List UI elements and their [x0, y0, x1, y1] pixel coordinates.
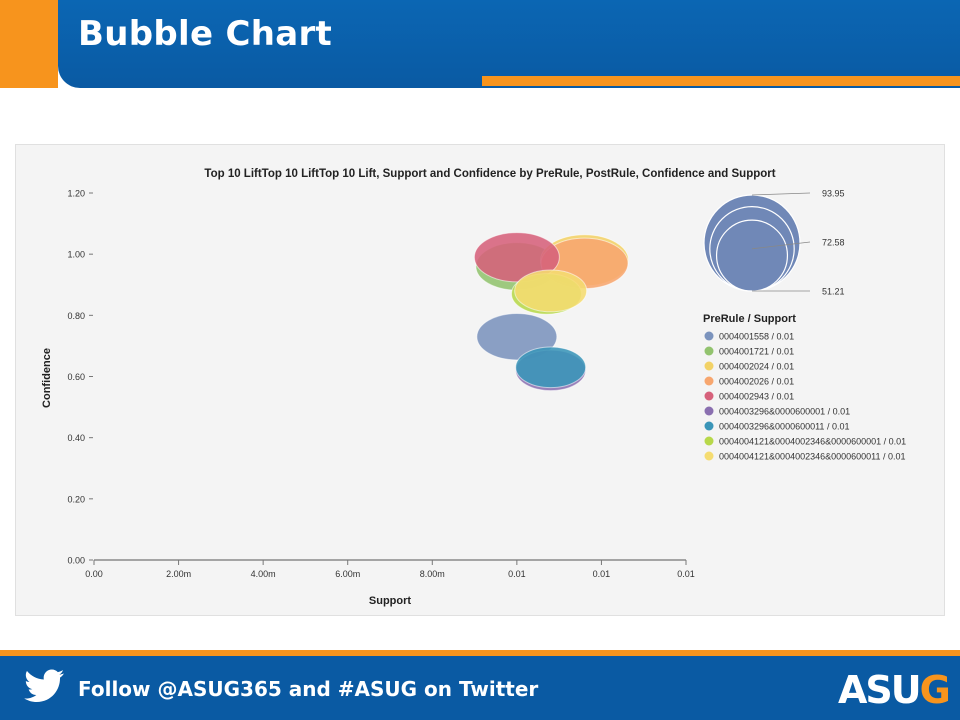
x-tick-label: 0.00	[85, 569, 103, 579]
legend-swatch	[704, 376, 714, 386]
legend-item-label[interactable]: 0004003296&0000600001 / 0.01	[719, 407, 850, 417]
twitter-bird-icon	[24, 669, 64, 702]
legend-swatch	[704, 406, 714, 416]
size-legend-label: 51.21	[822, 287, 845, 297]
x-tick-label: 6.00m	[335, 569, 360, 579]
legend-item-label[interactable]: 0004002024 / 0.01	[719, 362, 794, 372]
legend-item-label[interactable]: 0004001558 / 0.01	[719, 332, 794, 342]
size-legend-circle	[715, 219, 789, 292]
size-legend-leader	[751, 192, 811, 196]
legend-title: PreRule / Support	[703, 313, 796, 325]
y-axis-ticks: 0.00 0.20 0.40 0.60 0.80 1.00 1.20	[67, 189, 93, 566]
y-tick-label: 1.00	[67, 250, 85, 260]
header-orange-stripe	[482, 76, 960, 86]
logo-main-text: ASU	[838, 668, 922, 712]
bubble[interactable]	[473, 232, 560, 283]
legend-swatch	[704, 421, 714, 431]
legend-item-label[interactable]: 0004002943 / 0.01	[719, 392, 794, 402]
bubble-series	[473, 232, 630, 392]
x-tick-label: 2.00m	[166, 569, 191, 579]
x-axis-title: Support	[369, 595, 411, 607]
footer-follow-text: Follow @ASUG365 and #ASUG on Twitter	[78, 677, 539, 701]
legend-swatch	[704, 331, 714, 341]
footer-orange-stripe	[0, 650, 960, 656]
header-orange-block	[0, 0, 58, 88]
y-tick-label: 1.20	[67, 189, 85, 199]
legend-swatch	[704, 436, 714, 446]
y-tick-label: 0.00	[67, 556, 85, 566]
legend-swatch	[704, 346, 714, 356]
chart-title: Top 10 LiftTop 10 LiftTop 10 Lift, Suppo…	[204, 168, 775, 180]
legend-item-label[interactable]: 0004003296&0000600011 / 0.01	[719, 422, 849, 432]
legend-swatch	[704, 361, 714, 371]
color-legend: 0004001558 / 0.01 0004001721 / 0.01 000400…	[704, 331, 906, 462]
legend-swatch	[704, 391, 714, 401]
size-legend-label: 72.58	[822, 238, 845, 248]
x-tick-label: 0.01	[677, 569, 695, 579]
legend-item-label[interactable]: 0004004121&0004002346&0000600011 / 0.01	[719, 452, 906, 462]
asug-logo: ASUG	[838, 668, 951, 712]
x-axis-ticks: 0.00 2.00m 4.00m 6.00m 8.00m 0.01 0.01 0.01	[85, 560, 695, 579]
legend-swatch	[704, 451, 714, 461]
bubble[interactable]	[514, 269, 588, 313]
legend-item-label[interactable]: 0004002026 / 0.01	[719, 377, 794, 387]
slide-title: Bubble Chart	[78, 14, 333, 54]
x-tick-label: 4.00m	[251, 569, 276, 579]
header-blue-band	[58, 0, 960, 88]
size-legend-label: 93.95	[822, 189, 845, 199]
slide-footer	[0, 656, 960, 720]
size-legend: 93.95 72.58 51.21	[703, 189, 845, 297]
y-tick-label: 0.80	[67, 311, 85, 321]
slide-header: Bubble Chart	[0, 0, 960, 88]
size-legend-leader	[751, 241, 811, 250]
logo-accent-text: G	[919, 668, 951, 712]
legend-item-label[interactable]: 0004004121&0004002346&0000600001 / 0.01	[719, 437, 906, 447]
legend-item-label[interactable]: 0004001721 / 0.01	[719, 347, 794, 357]
x-tick-label: 0.01	[593, 569, 611, 579]
x-tick-label: 0.01	[508, 569, 526, 579]
bubble[interactable]	[515, 346, 587, 389]
y-tick-label: 0.20	[67, 494, 85, 504]
y-tick-label: 0.40	[67, 433, 85, 443]
x-tick-label: 8.00m	[420, 569, 445, 579]
y-axis-title: Confidence	[41, 348, 53, 408]
y-tick-label: 0.60	[67, 372, 85, 382]
